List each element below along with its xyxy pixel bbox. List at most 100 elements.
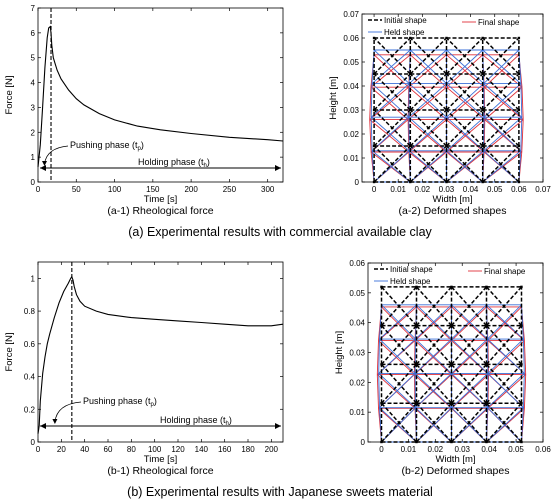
chart-b2: 0 0.01 0.02 0.03 0.04 0.05 0.06 0 0.01 0.02 0.03 0.… <box>334 259 551 477</box>
legend-label-held: Held shape <box>390 277 431 286</box>
final-shape-edge <box>482 54 523 88</box>
caption-a: (a) Experimental results with commercial… <box>128 225 432 239</box>
initial-shape-edge <box>415 286 453 327</box>
held-shape-edge <box>408 83 447 118</box>
initial-node <box>485 285 488 289</box>
initial-node <box>520 324 523 327</box>
held-shape-edge <box>378 339 380 374</box>
initial-node <box>481 36 484 40</box>
pushing-phase-sub: p <box>138 146 142 152</box>
held-shape-edge <box>378 373 380 408</box>
final-shape-edge <box>408 86 447 120</box>
y-tick-label: 0.07 <box>343 10 359 19</box>
chart-b1: 0 20 40 60 80 100 120 140 160 180 200 0 0.2 0.4 0.6 0.8… <box>4 261 284 477</box>
x-tick-label: 80 <box>127 445 136 454</box>
initial-shape-edge <box>450 402 488 443</box>
pushing-phase-text: Pushing phase (t <box>83 396 151 406</box>
initial-node <box>380 440 383 444</box>
initial-node <box>481 144 484 148</box>
initial-shape-edge <box>409 109 448 147</box>
initial-node <box>445 72 448 76</box>
final-shape-edge <box>451 340 489 375</box>
initial-shape-edge <box>373 145 411 183</box>
initial-shape-edge <box>380 286 418 327</box>
y-tick-label: 0 <box>31 178 36 187</box>
final-shape-edge <box>369 119 410 153</box>
final-shape-edge <box>483 87 486 120</box>
x-tick-label: 100 <box>108 185 122 194</box>
y-tick-label: 0.04 <box>349 319 365 328</box>
y-tick-label: 1 <box>31 153 36 162</box>
final-shape-edge <box>521 87 524 120</box>
arrow-head-left <box>40 423 46 429</box>
held-shape-edge <box>486 407 488 443</box>
initial-node <box>445 144 448 148</box>
pushing-phase-close: ) <box>154 396 157 406</box>
held-shape-edge <box>371 150 411 183</box>
initial-node <box>445 36 448 40</box>
x-axis-label: Width [m] <box>435 454 475 465</box>
initial-node <box>485 324 488 327</box>
pushing-phase-label: Pushing phase (tp) <box>83 396 157 408</box>
held-shape-edge <box>487 338 525 374</box>
held-shape-edge <box>446 49 485 84</box>
x-axis-label: Time [s] <box>144 194 177 205</box>
initial-node <box>481 72 484 76</box>
pushing-phase-close: ) <box>141 140 144 150</box>
initial-shape-edge <box>373 73 411 111</box>
final-shape-edge <box>381 306 416 341</box>
initial-shape-edge <box>450 363 488 404</box>
x-tick-label: 0.02 <box>428 445 444 454</box>
held-shape-edge <box>409 49 447 84</box>
final-shape-edge <box>376 374 379 409</box>
initial-shape-edge <box>380 402 418 443</box>
held-shape-edge <box>483 83 523 118</box>
y-tick-label: 2 <box>31 128 36 137</box>
force-series-line <box>37 275 284 434</box>
y-tick-label: 0.01 <box>343 154 359 163</box>
chart-subtitle: (a-2) Deformed shapes <box>399 205 507 217</box>
initial-node <box>372 108 376 112</box>
final-shape-edge <box>446 54 485 88</box>
y-tick-label: 3 <box>31 103 36 112</box>
initial-shape-edge <box>445 145 484 183</box>
final-shape-edge <box>523 340 527 375</box>
held-shape-edge <box>379 407 382 443</box>
legend-label-final: Final shape <box>484 267 526 276</box>
final-shape-edge <box>408 54 447 88</box>
x-axis-label: Time [s] <box>144 454 177 465</box>
pointer-head <box>52 419 58 424</box>
x-tick-label: 0.05 <box>487 185 503 194</box>
holding-phase-label: Holding phase (th) <box>160 415 232 427</box>
x-tick-label: 0.06 <box>511 185 527 194</box>
holding-phase-sub: h <box>204 163 207 169</box>
final-shape-edge <box>451 306 487 341</box>
x-tick-label: 0.01 <box>401 445 417 454</box>
pushing-phase-text: Pushing phase (t <box>70 140 138 150</box>
initial-shape-edge <box>482 109 520 147</box>
chart-subtitle: (b-1) Rheological force <box>107 465 213 477</box>
held-shape-edge <box>379 338 416 374</box>
initial-node <box>517 144 521 148</box>
initial-node <box>520 402 523 405</box>
y-tick-label: 0.05 <box>343 58 359 67</box>
y-axis-label: Force [N] <box>4 332 15 371</box>
initial-node <box>372 180 376 184</box>
x-tick-label: 0.05 <box>508 445 524 454</box>
x-tick-label: 200 <box>265 445 279 454</box>
final-shape-edge <box>373 54 410 88</box>
held-shape-edge <box>487 373 524 409</box>
held-shape-edge <box>520 117 523 151</box>
initial-shape-edge <box>482 145 520 183</box>
final-shape-edge <box>483 54 520 88</box>
pushing-phase-pointer <box>44 145 69 165</box>
initial-shape-edge <box>482 37 520 75</box>
final-shape-edge <box>370 54 411 88</box>
initial-node <box>372 36 376 40</box>
x-tick-label: 180 <box>241 445 255 454</box>
held-shape-edge <box>370 83 373 118</box>
initial-node <box>520 440 523 444</box>
initial-node <box>450 324 453 327</box>
x-tick-label: 150 <box>146 185 160 194</box>
final-shape-edge <box>414 306 452 341</box>
